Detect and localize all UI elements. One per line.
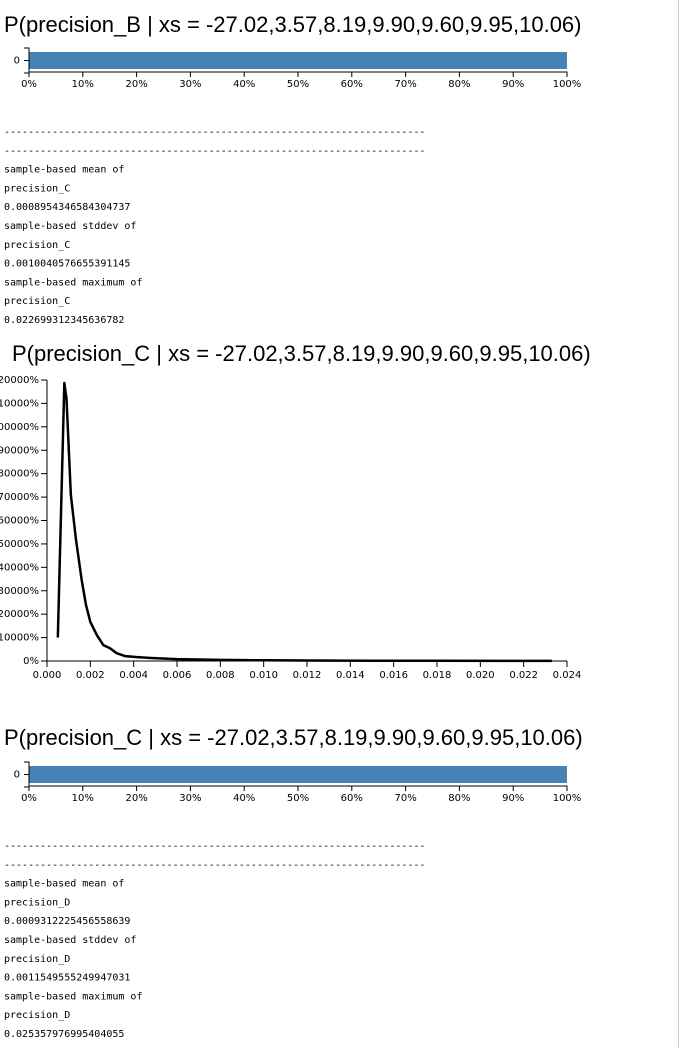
output-line: sample-based maximum of bbox=[4, 277, 142, 288]
x-tick-label: 0.006 bbox=[163, 670, 192, 681]
x-tick-label: 80% bbox=[448, 793, 470, 804]
y-tick-label: 0% bbox=[23, 656, 39, 667]
x-tick-label: 60% bbox=[341, 793, 363, 804]
x-tick-label: 70% bbox=[394, 79, 416, 90]
output-line: 0.022699312345636782 bbox=[4, 315, 124, 326]
y-axis bbox=[24, 47, 30, 74]
chart-title: P(precision_C | xs = -27.02,3.57,8.19,9.… bbox=[4, 725, 583, 750]
output-line: 0.0011549555249947031 bbox=[4, 973, 130, 984]
y-tick-label: 60000% bbox=[0, 516, 39, 527]
output-line: 0.0010040576655391145 bbox=[4, 259, 130, 270]
x-tick-label: 20% bbox=[125, 793, 147, 804]
x-tick-label: 40% bbox=[233, 793, 255, 804]
output-line: ----------------------------------------… bbox=[4, 860, 425, 871]
output-line: sample-based mean of bbox=[4, 165, 124, 176]
y-tick-label: 0 bbox=[14, 770, 20, 781]
output-line: sample-based stddev of bbox=[4, 935, 136, 946]
y-tick-label: 80000% bbox=[0, 469, 39, 480]
x-tick-label: 0.016 bbox=[379, 670, 408, 681]
x-tick-label: 60% bbox=[341, 79, 363, 90]
output-line: ----------------------------------------… bbox=[4, 127, 425, 138]
chart-title: P(precision_C | xs = -27.02,3.57,8.19,9.… bbox=[12, 341, 591, 366]
x-tick-label: 100% bbox=[553, 79, 582, 90]
y-tick-label: 90000% bbox=[0, 445, 39, 456]
output-line: precision_C bbox=[4, 296, 70, 307]
x-tick-label: 80% bbox=[448, 79, 470, 90]
output-line: 0.0009312225456558639 bbox=[4, 916, 130, 927]
y-tick-label: 110000% bbox=[0, 398, 39, 409]
output-line: ----------------------------------------… bbox=[4, 146, 425, 157]
y-tick-label: 30000% bbox=[0, 586, 39, 597]
y-tick-label: 100000% bbox=[0, 422, 39, 433]
y-tick-label: 70000% bbox=[0, 492, 39, 503]
x-tick-label: 70% bbox=[394, 793, 416, 804]
bar bbox=[29, 52, 567, 69]
x-tick-label: 0.002 bbox=[76, 670, 105, 681]
x-tick-label: 0.020 bbox=[466, 670, 495, 681]
x-tick-label: 0.018 bbox=[423, 670, 452, 681]
x-tick-label: 90% bbox=[502, 79, 524, 90]
output-line: sample-based maximum of bbox=[4, 991, 142, 1002]
x-tick-label: 0.000 bbox=[33, 670, 62, 681]
x-tick-label: 0.022 bbox=[509, 670, 538, 681]
x-tick-label: 0% bbox=[21, 79, 37, 90]
x-tick-label: 100% bbox=[553, 793, 582, 804]
y-tick-label: 10000% bbox=[0, 633, 39, 644]
x-tick-label: 30% bbox=[179, 79, 201, 90]
x-tick-label: 0.004 bbox=[119, 670, 148, 681]
x-tick-label: 0.024 bbox=[553, 670, 582, 681]
x-tick-label: 0.008 bbox=[206, 670, 235, 681]
x-tick-label: 20% bbox=[125, 79, 147, 90]
x-tick-label: 0% bbox=[21, 793, 37, 804]
x-tick-label: 10% bbox=[72, 793, 94, 804]
output-line: sample-based stddev of bbox=[4, 221, 136, 232]
y-axis bbox=[24, 761, 30, 788]
output-line: 0.0008954346584304737 bbox=[4, 202, 130, 213]
output-line: 0.025357976995404055 bbox=[4, 1029, 124, 1040]
output-line: precision_D bbox=[4, 897, 70, 908]
x-tick-label: 50% bbox=[287, 79, 309, 90]
x-tick-label: 0.012 bbox=[293, 670, 322, 681]
output-line: sample-based mean of bbox=[4, 879, 124, 890]
x-tick-label: 0.010 bbox=[249, 670, 278, 681]
output-line: precision_D bbox=[4, 954, 70, 965]
output-line: precision_C bbox=[4, 183, 70, 194]
x-tick-label: 40% bbox=[233, 79, 255, 90]
output-line: precision_D bbox=[4, 1010, 70, 1021]
y-tick-label: 40000% bbox=[0, 562, 39, 573]
density-line bbox=[56, 381, 552, 663]
x-tick-label: 50% bbox=[287, 793, 309, 804]
y-tick-label: 20000% bbox=[0, 609, 39, 620]
x-tick-label: 10% bbox=[72, 79, 94, 90]
x-tick-label: 0.014 bbox=[336, 670, 365, 681]
chart-title: P(precision_B | xs = -27.02,3.57,8.19,9.… bbox=[4, 12, 582, 37]
x-tick-label: 90% bbox=[502, 793, 524, 804]
x-tick-label: 30% bbox=[179, 793, 201, 804]
bar bbox=[29, 766, 567, 783]
y-tick-label: 120000% bbox=[0, 375, 39, 386]
y-tick-label: 50000% bbox=[0, 539, 39, 550]
output-line: ----------------------------------------… bbox=[4, 841, 425, 852]
y-tick-label: 0 bbox=[14, 56, 20, 67]
output-line: precision_C bbox=[4, 240, 70, 251]
